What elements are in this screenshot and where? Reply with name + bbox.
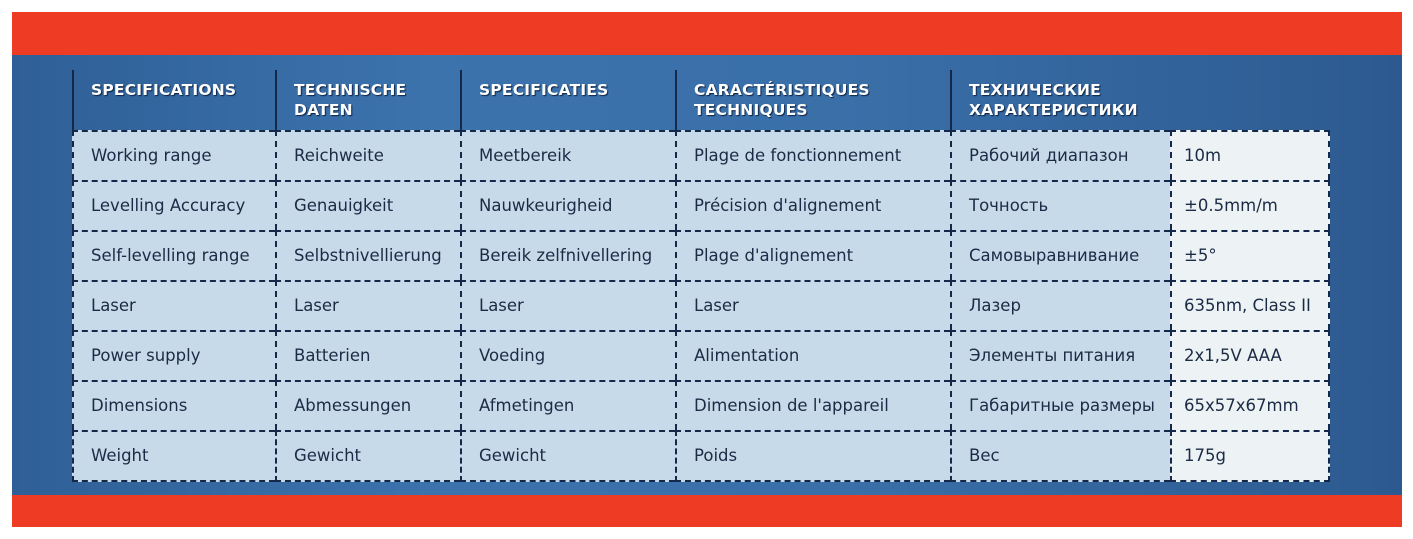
cell-german: Reichweite <box>275 130 460 180</box>
cell-dutch: Voeding <box>460 330 675 380</box>
cell-french: Alimentation <box>675 330 950 380</box>
cell-german: Selbstnivellierung <box>275 230 460 280</box>
cell-dutch: Bereik zelfnivellering <box>460 230 675 280</box>
top-red-band <box>12 12 1402 55</box>
header-russian: ТЕХНИЧЕСКИЕ ХАРАКТЕРИСТИКИ <box>950 70 1328 130</box>
cell-russian: Вес <box>950 430 1170 482</box>
header-german: TECHNISCHE DATEN <box>275 70 460 130</box>
cell-german: Laser <box>275 280 460 330</box>
cell-german: Gewicht <box>275 430 460 482</box>
cell-value: ±5° <box>1170 230 1330 280</box>
cell-english: Power supply <box>72 330 275 380</box>
cell-value: ±0.5mm/m <box>1170 180 1330 230</box>
cell-russian: Лазер <box>950 280 1170 330</box>
cell-german: Batterien <box>275 330 460 380</box>
cell-english: Weight <box>72 430 275 482</box>
header-dutch: SPECIFICATIES <box>460 70 675 130</box>
cell-russian: Точность <box>950 180 1170 230</box>
cell-dutch: Gewicht <box>460 430 675 482</box>
cell-french: Plage d'alignement <box>675 230 950 280</box>
cell-german: Abmessungen <box>275 380 460 430</box>
cell-value: 2x1,5V AAA <box>1170 330 1330 380</box>
cell-french: Laser <box>675 280 950 330</box>
cell-dutch: Laser <box>460 280 675 330</box>
cell-french: Poids <box>675 430 950 482</box>
cell-dutch: Meetbereik <box>460 130 675 180</box>
cell-english: Self-levelling range <box>72 230 275 280</box>
cell-english: Dimensions <box>72 380 275 430</box>
header-english: SPECIFICATIONS <box>72 70 275 130</box>
cell-dutch: Nauwkeurigheid <box>460 180 675 230</box>
bottom-red-band <box>12 495 1402 527</box>
cell-value: 65x57x67mm <box>1170 380 1330 430</box>
cell-english: Levelling Accuracy <box>72 180 275 230</box>
cell-value: 10m <box>1170 130 1330 180</box>
cell-english: Working range <box>72 130 275 180</box>
cell-value: 175g <box>1170 430 1330 482</box>
cell-russian: Самовыравнивание <box>950 230 1170 280</box>
cell-russian: Габаритные размеры <box>950 380 1170 430</box>
cell-value: 635nm, Class II <box>1170 280 1330 330</box>
cell-russian: Элементы питания <box>950 330 1170 380</box>
cell-french: Plage de fonctionnement <box>675 130 950 180</box>
cell-french: Dimension de l'appareil <box>675 380 950 430</box>
cell-english: Laser <box>72 280 275 330</box>
cell-french: Précision d'alignement <box>675 180 950 230</box>
header-french: CARACTÉRISTIQUES TECHNIQUES <box>675 70 950 130</box>
cell-german: Genauigkeit <box>275 180 460 230</box>
cell-dutch: Afmetingen <box>460 380 675 430</box>
spec-panel: SPECIFICATIONS TECHNISCHE DATEN SPECIFICAT… <box>12 12 1402 527</box>
cell-russian: Рабочий диапазон <box>950 130 1170 180</box>
